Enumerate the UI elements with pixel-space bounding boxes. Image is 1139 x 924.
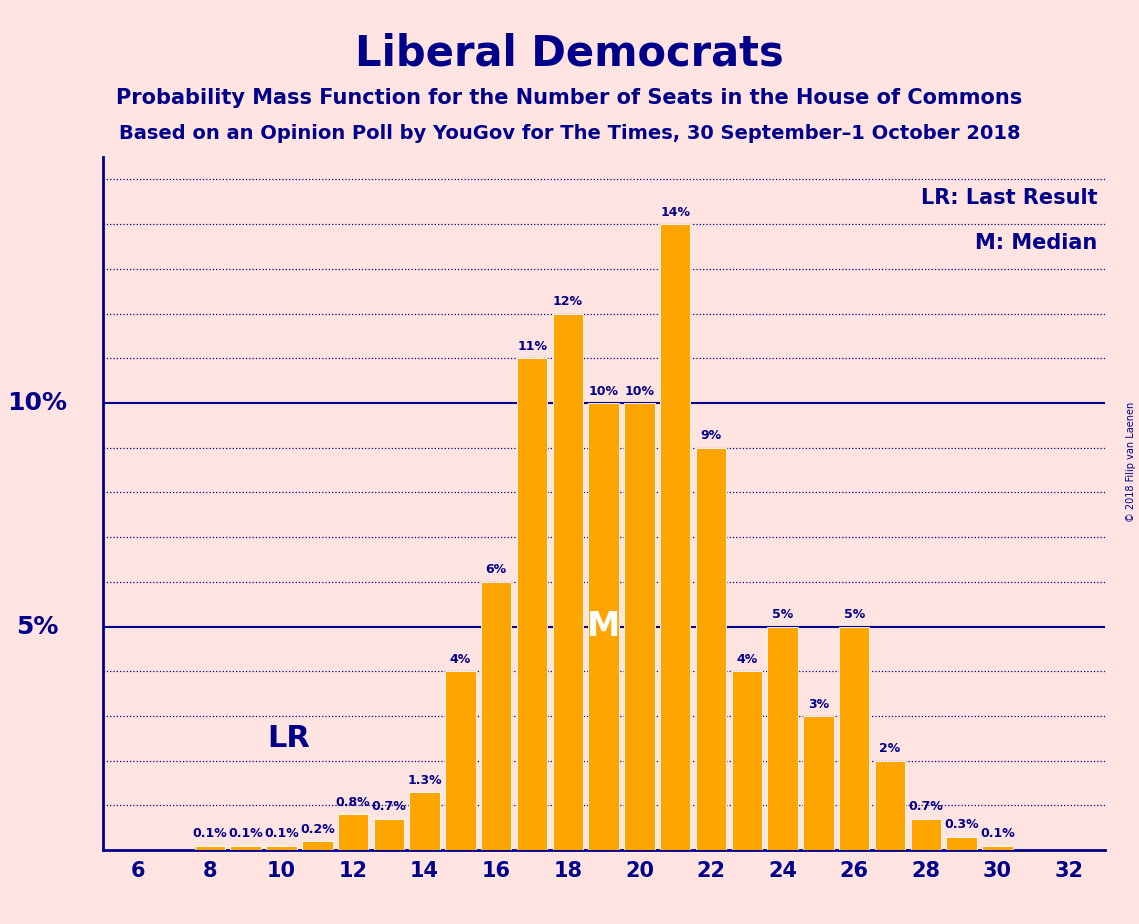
Text: 10%: 10% xyxy=(7,391,67,415)
Bar xyxy=(696,448,727,850)
Bar xyxy=(768,626,797,850)
Bar xyxy=(267,845,296,850)
Text: 5%: 5% xyxy=(772,608,793,621)
Text: 4%: 4% xyxy=(736,653,757,666)
Text: 0.7%: 0.7% xyxy=(909,800,943,813)
Text: © 2018 Filip van Laenen: © 2018 Filip van Laenen xyxy=(1126,402,1136,522)
Text: 0.2%: 0.2% xyxy=(300,822,335,836)
Bar xyxy=(589,403,618,850)
Bar xyxy=(910,819,941,850)
Text: Based on an Opinion Poll by YouGov for The Times, 30 September–1 October 2018: Based on an Opinion Poll by YouGov for T… xyxy=(118,124,1021,143)
Text: 0.1%: 0.1% xyxy=(264,827,298,840)
Text: M: Median: M: Median xyxy=(975,233,1098,253)
Text: 0.1%: 0.1% xyxy=(228,827,263,840)
Bar xyxy=(624,403,655,850)
Bar xyxy=(374,819,404,850)
Bar xyxy=(803,716,834,850)
Bar xyxy=(731,671,762,850)
Text: 12%: 12% xyxy=(552,295,583,309)
Bar xyxy=(302,841,333,850)
Bar xyxy=(947,836,977,850)
Text: 2%: 2% xyxy=(879,742,901,755)
Text: 9%: 9% xyxy=(700,430,722,443)
Bar xyxy=(230,845,261,850)
Text: 14%: 14% xyxy=(661,206,690,219)
Bar xyxy=(445,671,476,850)
Text: 0.8%: 0.8% xyxy=(336,796,370,808)
Text: LR: Last Result: LR: Last Result xyxy=(921,188,1098,209)
Bar xyxy=(481,582,511,850)
Text: 11%: 11% xyxy=(517,340,547,353)
Text: 1.3%: 1.3% xyxy=(408,773,442,786)
Text: 4%: 4% xyxy=(450,653,472,666)
Text: 0.1%: 0.1% xyxy=(192,827,228,840)
Bar xyxy=(517,359,547,850)
Text: 5%: 5% xyxy=(16,614,58,638)
Text: 5%: 5% xyxy=(844,608,865,621)
Bar xyxy=(982,845,1013,850)
Text: 3%: 3% xyxy=(808,698,829,711)
Bar xyxy=(409,792,440,850)
Bar xyxy=(839,626,869,850)
Text: 0.1%: 0.1% xyxy=(980,827,1015,840)
Bar xyxy=(195,845,226,850)
Bar xyxy=(875,760,906,850)
Bar xyxy=(659,225,690,850)
Text: Probability Mass Function for the Number of Seats in the House of Commons: Probability Mass Function for the Number… xyxy=(116,88,1023,108)
Text: 10%: 10% xyxy=(589,384,618,397)
Text: 6%: 6% xyxy=(485,564,507,577)
Text: 0.3%: 0.3% xyxy=(944,819,978,832)
Bar xyxy=(338,814,368,850)
Bar xyxy=(552,313,583,850)
Text: 10%: 10% xyxy=(624,384,655,397)
Text: M: M xyxy=(587,610,621,643)
Text: Liberal Democrats: Liberal Democrats xyxy=(355,32,784,74)
Text: 0.7%: 0.7% xyxy=(371,800,407,813)
Text: LR: LR xyxy=(268,723,310,753)
